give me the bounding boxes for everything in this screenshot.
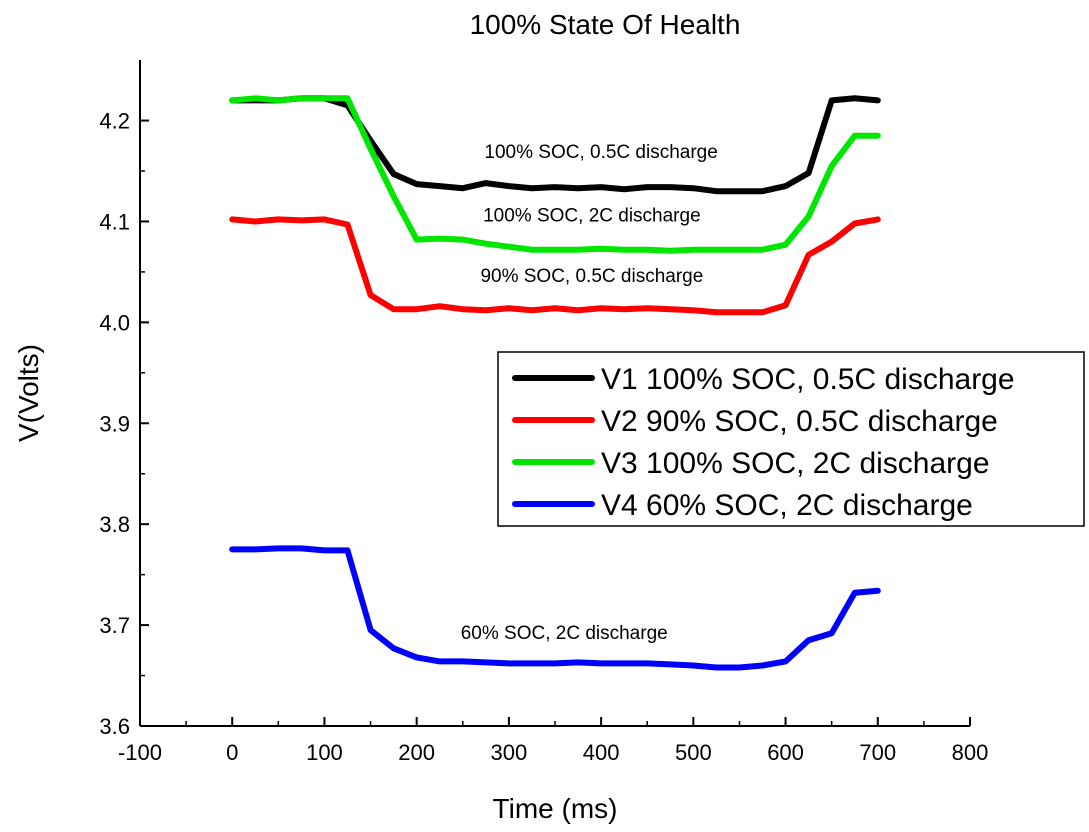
x-tick-label: 0 <box>226 740 238 765</box>
y-tick-label: 3.7 <box>99 613 130 638</box>
series-line-v3 <box>229 95 881 254</box>
chart-title: 100% State Of Health <box>470 9 741 40</box>
x-tick-label: 600 <box>767 740 804 765</box>
annotation-label: 100% SOC, 2C discharge <box>483 205 701 226</box>
series-line-v4 <box>229 545 881 671</box>
x-tick-label: 700 <box>859 740 896 765</box>
legend-label: V2 90% SOC, 0.5C discharge <box>601 405 998 438</box>
legend: V1 100% SOC, 0.5C discharge V2 90% SOC, 0… <box>497 351 1085 527</box>
y-tick-label: 3.9 <box>99 411 130 436</box>
legend-label: V1 100% SOC, 0.5C discharge <box>601 363 1015 396</box>
legend-label: V3 100% SOC, 2C discharge <box>601 447 990 480</box>
series-lines <box>229 95 881 671</box>
legend-label: V4 60% SOC, 2C discharge <box>601 489 973 522</box>
y-tick-label: 3.8 <box>99 512 130 537</box>
y-axis-ticks: 3.6 3.7 3.8 3.9 4.0 4.1 4.2 <box>99 109 149 739</box>
x-axis-title: Time (ms) <box>493 793 618 824</box>
y-axis-title: V(Volts) <box>13 344 44 442</box>
x-tick-label: 300 <box>491 740 528 765</box>
annotation-label: 90% SOC, 0.5C discharge <box>480 266 703 287</box>
y-tick-label: 4.0 <box>99 310 130 335</box>
x-tick-label: 100 <box>306 740 343 765</box>
legend-items: V1 100% SOC, 0.5C discharge V2 90% SOC, 0… <box>512 363 1015 522</box>
x-axis-ticks: -100 0 100 200 300 400 500 600 700 800 <box>118 717 988 765</box>
annotations: 100% SOC, 0.5C discharge 100% SOC, 2C dis… <box>461 142 718 644</box>
legend-box <box>497 351 1085 527</box>
y-tick-label: 4.1 <box>99 209 130 234</box>
y-tick-label: 4.2 <box>99 109 130 134</box>
x-tick-label: 200 <box>398 740 435 765</box>
x-tick-label: 800 <box>952 740 989 765</box>
y-tick-label: 3.6 <box>99 714 130 739</box>
plot-area: -100 0 100 200 300 400 500 600 700 800 3.63.73.83… <box>99 60 988 765</box>
x-tick-label: 500 <box>675 740 712 765</box>
annotation-label: 60% SOC, 2C discharge <box>461 623 668 644</box>
series-line-v1 <box>229 95 881 195</box>
x-tick-label: -100 <box>118 740 162 765</box>
series-line-v2 <box>229 216 881 316</box>
x-tick-label: 400 <box>583 740 620 765</box>
annotation-label: 100% SOC, 0.5C discharge <box>484 142 717 163</box>
